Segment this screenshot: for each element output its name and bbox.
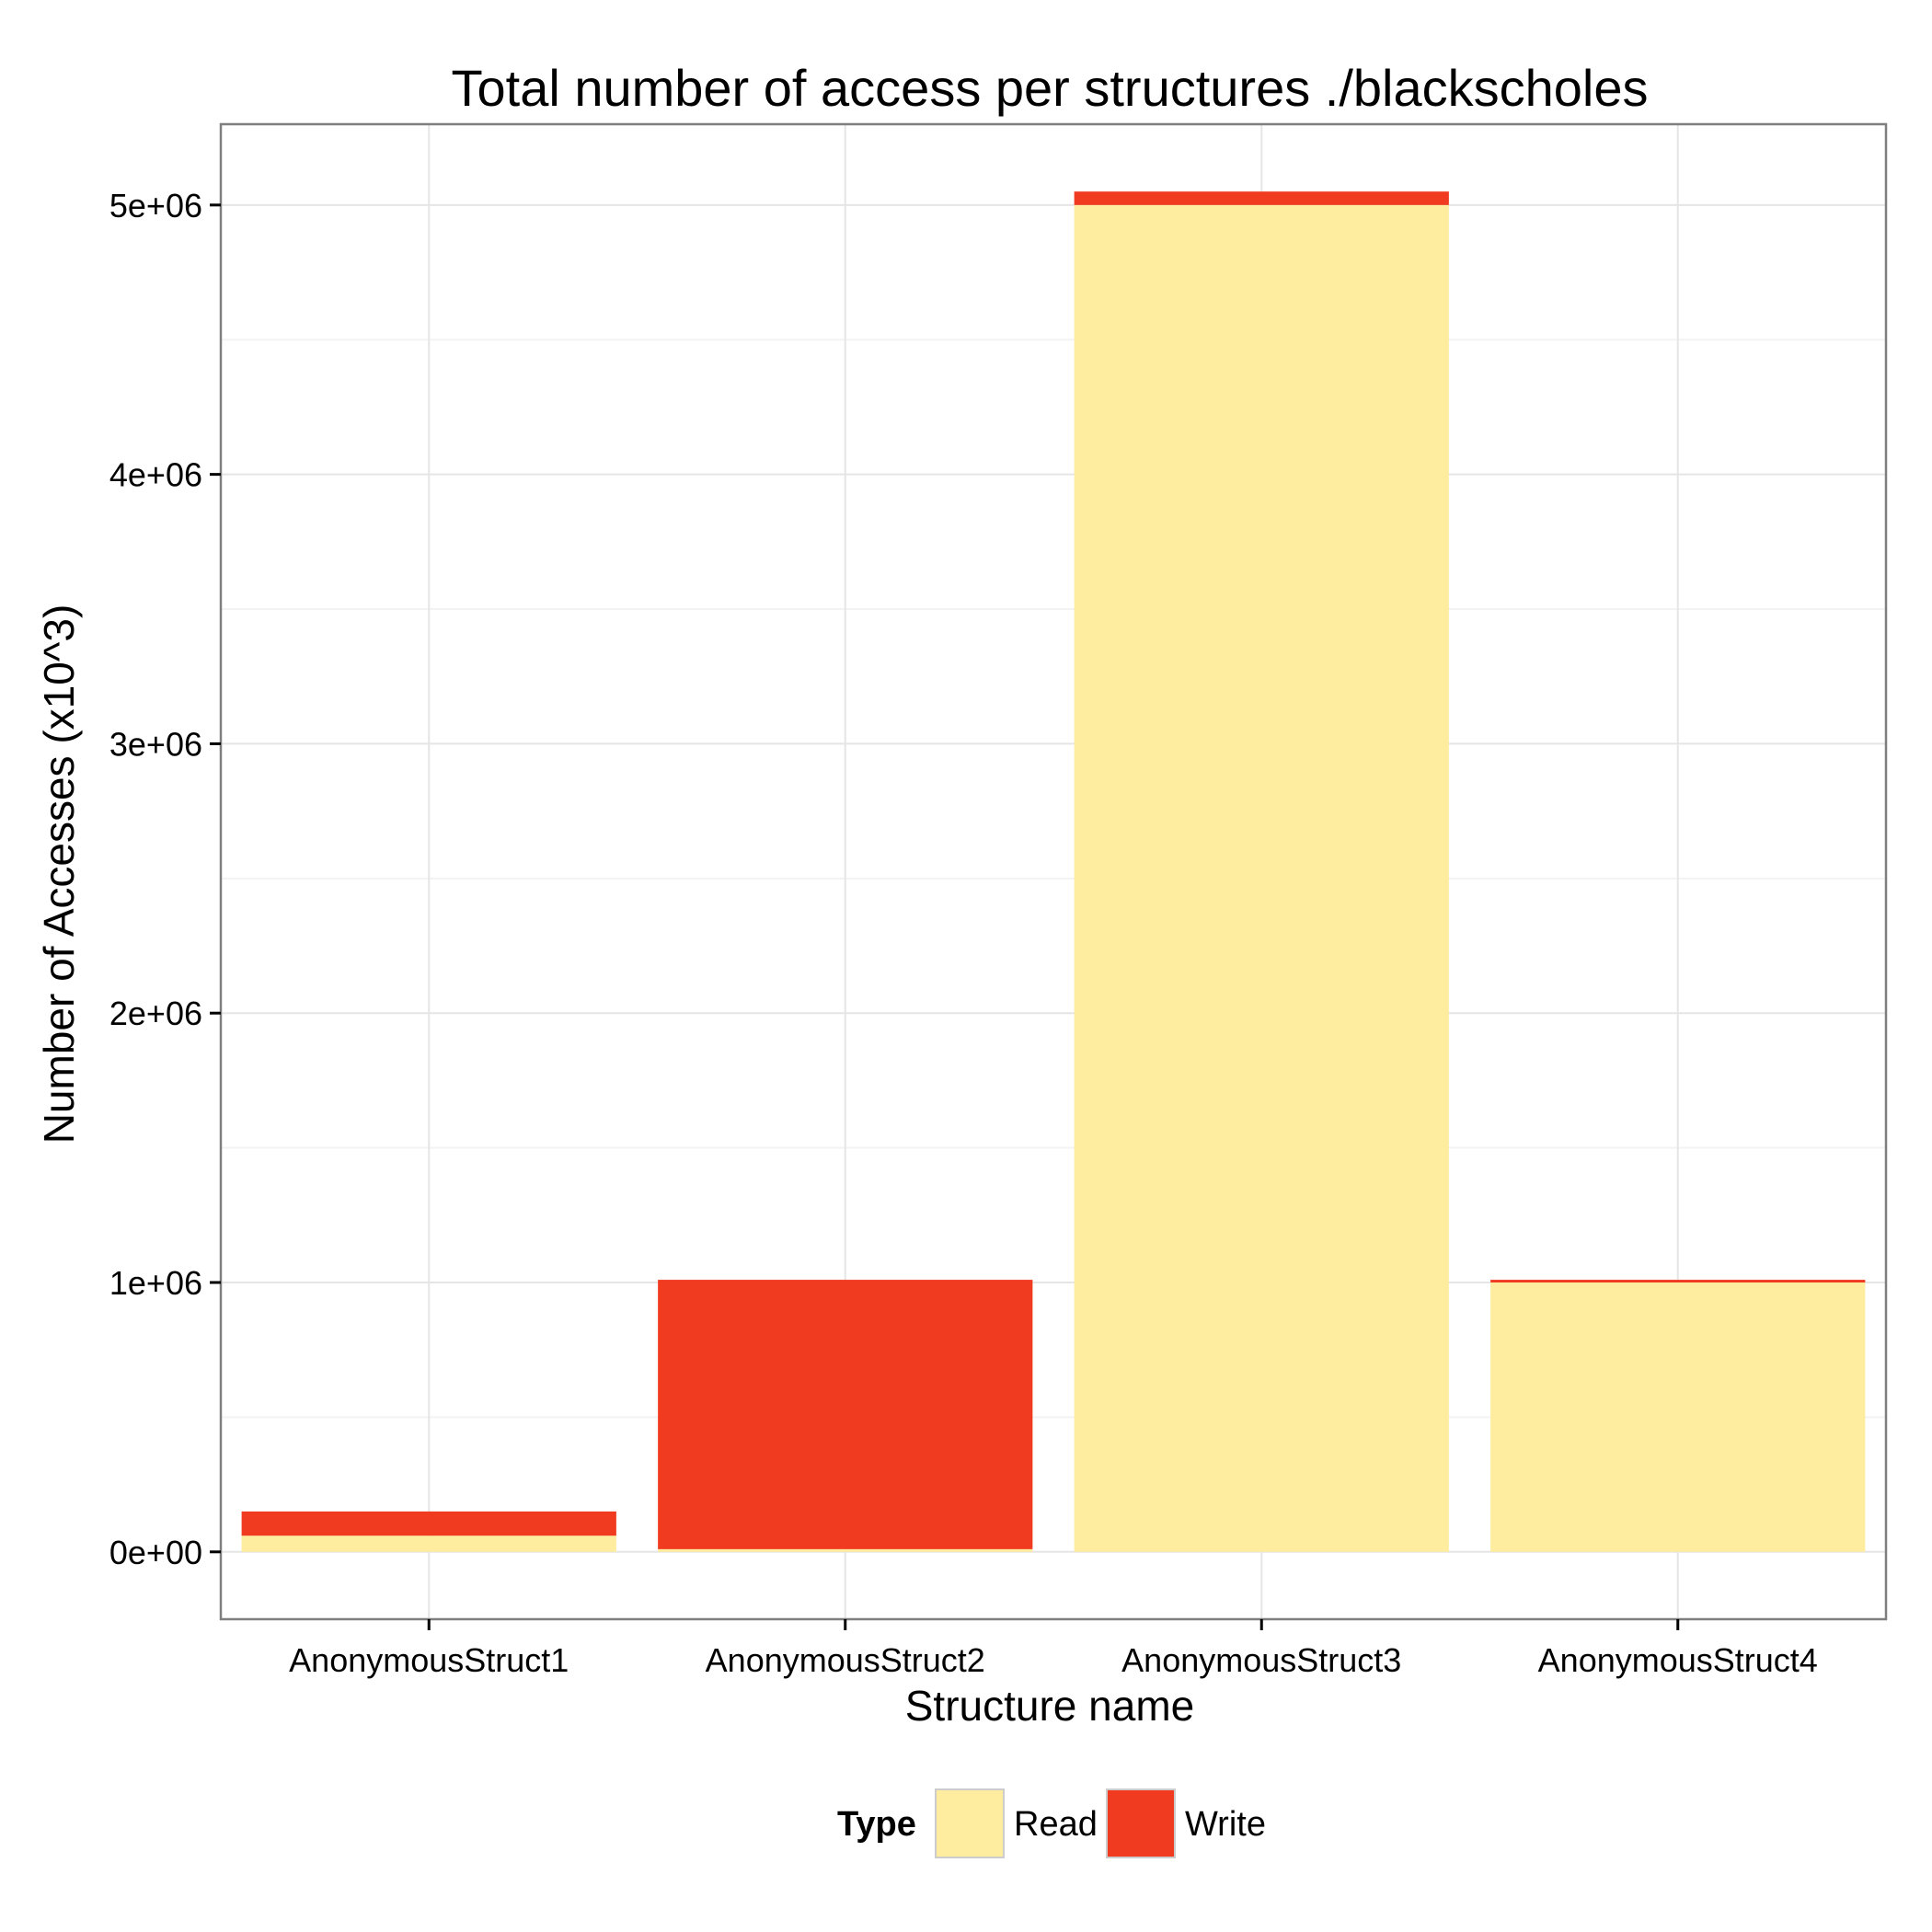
legend-label-write: Write xyxy=(1185,1805,1266,1844)
bar-write xyxy=(1074,191,1449,205)
x-tick-label: AnonymousStruct2 xyxy=(706,1641,985,1679)
plot-area: 0e+00 1e+06 2e+06 3e+06 4e+06 5e+06 AnonymousS… xyxy=(109,122,1888,1679)
x-tick-label: AnonymousStruct1 xyxy=(289,1641,569,1679)
x-tick-label: AnonymousStruct3 xyxy=(1121,1641,1401,1679)
bar-read xyxy=(1074,204,1449,1552)
bar-read xyxy=(241,1535,616,1552)
plot-border xyxy=(219,122,1888,1621)
legend: Type Read Write xyxy=(837,1788,1266,1858)
y-tick-label: 3e+06 xyxy=(109,725,202,763)
y-tick-label: 1e+06 xyxy=(109,1264,202,1302)
bar-write xyxy=(241,1511,616,1536)
bar-write xyxy=(1490,1280,1866,1283)
legend-title: Type xyxy=(837,1805,916,1844)
y-axis-title: Number of Accesses (x10^3) xyxy=(35,604,83,1144)
y-tick-label: 4e+06 xyxy=(109,456,202,494)
legend-key-read xyxy=(935,1788,1005,1858)
x-axis-title: Structure name xyxy=(905,1682,1194,1730)
y-tick-label: 0e+00 xyxy=(109,1534,202,1571)
y-tick-label: 5e+06 xyxy=(109,187,202,224)
legend-label-read: Read xyxy=(1014,1805,1098,1844)
chart-title: Total number of access per structures ./… xyxy=(451,59,1648,117)
y-tick-label: 2e+06 xyxy=(109,995,202,1032)
bar-read xyxy=(1490,1282,1866,1552)
legend-key-write xyxy=(1106,1788,1176,1858)
bar-read xyxy=(658,1548,1033,1552)
bar-write xyxy=(658,1280,1033,1549)
x-tick-label: AnonymousStruct4 xyxy=(1538,1641,1818,1679)
